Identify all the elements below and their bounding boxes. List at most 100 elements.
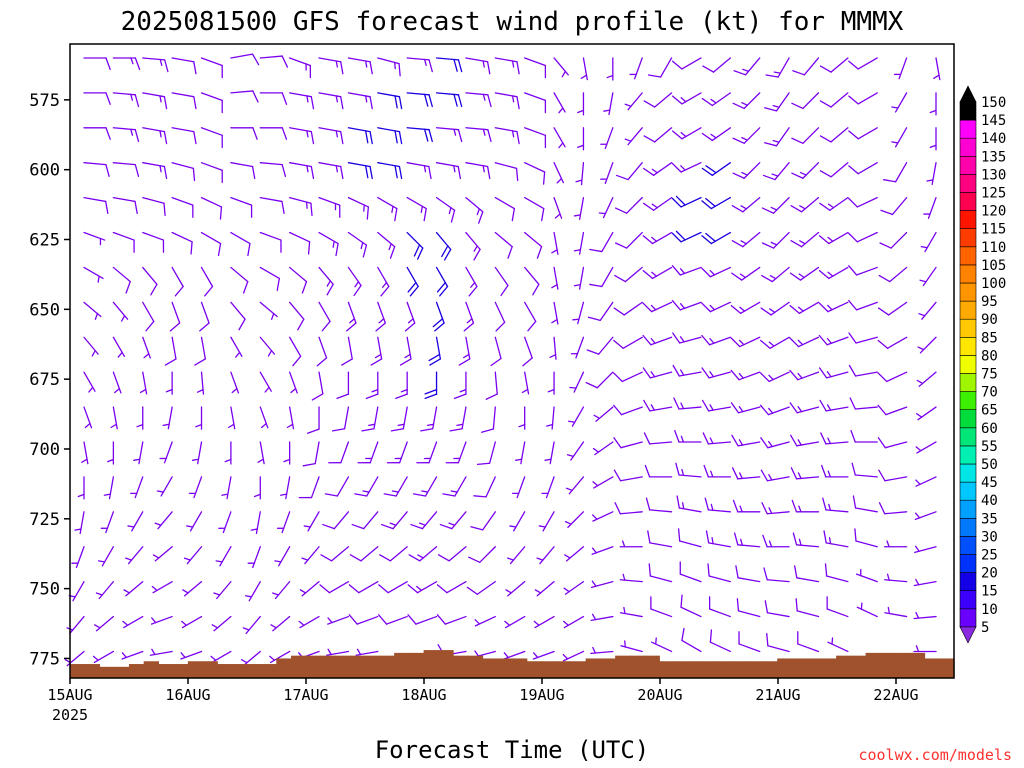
wind-barb: [92, 650, 115, 664]
colorbar-swatch: [959, 174, 977, 193]
wind-barb: [730, 402, 761, 414]
terrain-segment: [320, 655, 336, 678]
wind-barb: [465, 162, 491, 180]
terrain-segment: [762, 661, 778, 678]
wind-barb: [83, 336, 99, 357]
wind-barb: [707, 563, 731, 583]
wind-barb: [64, 650, 85, 667]
wind-barb: [453, 371, 467, 400]
wind-barb: [230, 231, 251, 257]
wind-barb: [494, 162, 519, 182]
wind-barb: [303, 511, 320, 532]
wind-barb: [218, 511, 232, 534]
wind-barb: [563, 580, 585, 595]
wind-barb: [797, 631, 820, 653]
wind-barb: [878, 469, 908, 482]
wind-barb: [230, 127, 258, 140]
wind-barb: [286, 406, 295, 430]
wind-barb: [701, 266, 731, 278]
terrain-segment: [600, 658, 616, 678]
wind-barb: [272, 580, 291, 600]
wind-barb: [112, 301, 129, 322]
wind-barb: [406, 196, 427, 222]
colorbar-level-label: 120: [981, 204, 1006, 220]
wind-barb: [547, 371, 555, 395]
wind-barb: [253, 476, 261, 500]
wind-barb: [156, 476, 173, 497]
wind-barb: [791, 499, 820, 513]
wind-barb: [476, 441, 496, 466]
wind-barb: [848, 364, 878, 377]
colorbar-level-label: 80: [981, 348, 998, 364]
colorbar-level-label: 90: [981, 312, 998, 328]
y-axis: 575 600 625 650 675 700 725 750 775: [29, 91, 70, 669]
credit-link[interactable]: coolwx.com/models: [858, 746, 1012, 764]
wind-barb: [406, 92, 433, 108]
wind-barb: [327, 615, 350, 625]
wind-barb: [395, 371, 408, 400]
wind-barb: [463, 301, 475, 332]
colorbar-swatch: [959, 210, 977, 230]
wind-barb: [270, 615, 291, 632]
wind-barb: [259, 55, 289, 68]
terrain-segment: [291, 655, 307, 678]
colorbar-level-label: 75: [981, 367, 998, 383]
wind-barb: [821, 464, 849, 478]
wind-barb: [731, 196, 761, 213]
wind-barb: [614, 231, 643, 249]
wind-barb: [171, 231, 193, 255]
wind-barb: [509, 511, 526, 532]
wind-barb: [731, 231, 761, 248]
wind-barb: [121, 650, 144, 660]
wind-barb: [730, 301, 761, 314]
x-tick-label: 19AUG: [519, 686, 564, 704]
wind-barb: [614, 266, 643, 283]
wind-barb: [142, 336, 151, 359]
wind-barb: [81, 441, 89, 465]
wind-barb: [210, 650, 232, 664]
wind-barb: [789, 402, 820, 414]
wind-barb: [269, 650, 291, 664]
wind-barb: [406, 231, 424, 260]
wind-barb: [764, 127, 790, 147]
colorbar-high-arrow: [959, 85, 977, 103]
wind-barb: [228, 406, 236, 430]
wind-barb: [819, 57, 849, 73]
wind-barb: [150, 615, 173, 625]
colorbar-swatch: [959, 137, 977, 157]
terrain-segment: [512, 658, 528, 678]
wind-barb: [765, 57, 790, 78]
wind-barb: [553, 57, 569, 78]
wind-barb: [553, 196, 563, 219]
colorbar-swatch: [959, 391, 977, 411]
terrain-segment: [305, 655, 322, 678]
wind-barb: [230, 162, 256, 180]
wind-barb: [675, 462, 702, 478]
wind-barb: [913, 578, 937, 587]
wind-barb: [112, 336, 126, 358]
wind-barb: [613, 404, 643, 416]
wind-barb: [524, 162, 546, 185]
colorbar-swatch: [959, 445, 977, 465]
colorbar-swatch: [959, 355, 977, 374]
wind-barb: [351, 511, 379, 530]
wind-barb: [142, 231, 165, 253]
wind-barb: [406, 266, 419, 297]
wind-barb: [151, 580, 173, 594]
wind-barb: [379, 546, 408, 562]
wind-barb: [112, 92, 140, 108]
terrain-segment: [335, 655, 351, 678]
wind-barb: [759, 371, 790, 383]
colorbar-level-label: 55: [981, 439, 998, 455]
wind-barb: [524, 301, 537, 332]
terrain-segment: [173, 664, 189, 678]
terrain-segment: [865, 652, 881, 678]
wind-barb: [365, 371, 379, 400]
wind-barb: [341, 336, 353, 366]
terrain-segment: [217, 664, 233, 678]
terrain-segment: [718, 661, 734, 678]
terrain-segment: [733, 661, 749, 678]
wind-barb: [680, 594, 702, 618]
chart-title: 2025081500 GFS forecast wind profile (kt…: [121, 7, 904, 37]
wind-barb: [671, 230, 702, 243]
